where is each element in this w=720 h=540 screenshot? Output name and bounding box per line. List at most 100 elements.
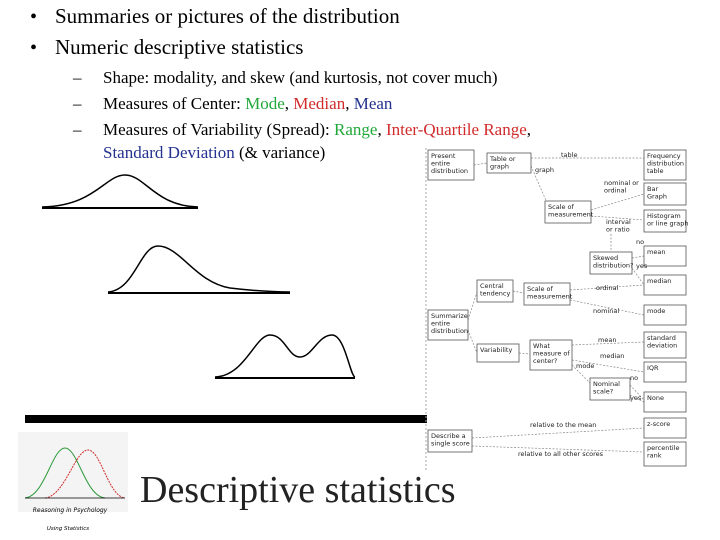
text-segment: Mean (354, 94, 393, 113)
flow-edge-label: nominal or (604, 179, 639, 187)
flow-node (476, 343, 520, 363)
flow-node (643, 274, 687, 296)
bullet-text: Summaries or pictures of the distributio… (55, 4, 400, 28)
flow-node-label: Summarize (431, 312, 468, 320)
flow-node-label: table (647, 167, 663, 175)
flow-edge-label: interval (606, 218, 631, 226)
text-segment: Median (293, 94, 345, 113)
flow-node-label: center? (533, 357, 557, 365)
flow-arrow (473, 162, 488, 166)
sub-bullet-text: Shape: modality, and skew (and kurtosis,… (103, 68, 498, 87)
sub-bullet-text: Measures of Center: Mode, Median, Mean (103, 94, 393, 113)
flow-node-label: scale? (593, 388, 613, 396)
flow-arrow (590, 215, 645, 221)
flow-node (643, 417, 687, 439)
flow-node (643, 391, 687, 413)
flow-node-label: entire (431, 320, 450, 328)
flow-arrow (590, 193, 645, 211)
flow-node-label: distribution (431, 327, 468, 335)
flow-edge-label: ordinal (604, 187, 627, 195)
flow-node (643, 245, 687, 267)
flow-edge-label: relative to all other scores (518, 450, 604, 458)
slide-title: Descriptive statistics (140, 469, 456, 511)
flow-arrow (571, 359, 645, 373)
text-segment: Inter-Quartile Range (386, 120, 527, 139)
text-segment: (& variance) (235, 143, 326, 162)
flow-node-label: measurement (548, 211, 594, 219)
flow-node-label: mode (647, 307, 665, 315)
flow-edge-label: mode (576, 362, 594, 370)
logo-curve (44, 449, 126, 499)
flow-node (643, 441, 687, 467)
flow-edge-label: or ratio (606, 226, 630, 234)
flow-arrow (629, 394, 645, 403)
flow-edge-label: median (600, 352, 624, 360)
logo-text: Using Statistics (47, 526, 89, 532)
text-segment: Shape: modality, and skew (and kurtosis,… (103, 68, 498, 87)
flow-node-label: percentile (647, 444, 680, 452)
flow-node (523, 282, 571, 306)
flow-node-label: Frequency (647, 152, 681, 160)
bullet-text: Numeric descriptive statistics (55, 35, 303, 59)
flow-node (476, 279, 514, 303)
flow-node (589, 251, 633, 275)
flow-node-label: Describe a (431, 432, 466, 440)
flow-node-label: What (533, 342, 551, 350)
text-segment: , (285, 94, 294, 113)
flow-node-label: Scale of (527, 285, 554, 293)
flow-node (544, 200, 592, 224)
flow-arrow (471, 427, 645, 439)
flow-node-label: Variability (480, 346, 512, 354)
flow-edge-label: nominal (593, 307, 619, 315)
flow-node (486, 152, 532, 174)
flow-node-label: None (647, 394, 664, 402)
flow-node (427, 309, 469, 341)
flow-node-label: Graph (647, 193, 667, 201)
flow-node-label: IQR (647, 364, 659, 372)
logo-curve (24, 447, 106, 499)
flow-arrow (518, 352, 531, 355)
flow-node-label: distribution (431, 167, 468, 175)
flow-node-label: Skewed (593, 254, 618, 262)
flow-node (643, 304, 687, 326)
flow-edge-label: no (630, 374, 638, 382)
flow-node-label: single score (431, 440, 470, 448)
sub-bullet-text: Measures of Variability (Spread): Range,… (103, 120, 531, 139)
flow-edge-label: mean (598, 336, 616, 344)
flow-edge-label: relative to the mean (530, 421, 596, 429)
flow-node-label: graph (490, 163, 509, 171)
text-segment: , (377, 120, 386, 139)
flow-node-label: distribution (647, 160, 684, 168)
sub-bullet-text: Standard Deviation (& variance) (103, 143, 325, 162)
flow-node (427, 429, 473, 453)
sub-bullet-marker: – (72, 94, 82, 113)
logo-text: Reasoning in Psychology (33, 507, 108, 514)
text-segment: , (527, 120, 531, 139)
flow-arrow (569, 284, 645, 291)
flow-edge-label: yes (630, 394, 642, 402)
text-segment: Range (334, 120, 377, 139)
sub-bullet-marker: – (72, 120, 82, 139)
flow-node (643, 361, 687, 383)
flow-edge-label: ordinal (596, 284, 619, 292)
flow-node-label: or line graph (647, 220, 689, 228)
normal-curve (41, 174, 199, 208)
flow-node-label: median (647, 277, 671, 285)
flow-edge-label: table (561, 151, 577, 159)
text-segment: Mode (245, 94, 285, 113)
flow-node-label: Scale of (548, 203, 575, 211)
bullet-marker: • (30, 6, 37, 28)
flow-node (643, 149, 687, 181)
flow-node-label: measurement (527, 293, 573, 301)
text-segment: , (345, 94, 354, 113)
flow-node-label: tendency (480, 290, 510, 298)
flow-node (643, 331, 687, 359)
sub-bullet-marker: – (72, 68, 82, 87)
skewed-curve (107, 245, 291, 293)
flow-arrow (512, 290, 525, 294)
flow-node (529, 339, 573, 371)
flow-arrow (471, 445, 645, 453)
flow-node-label: Nominal (593, 380, 620, 388)
flow-arrow (571, 364, 593, 386)
